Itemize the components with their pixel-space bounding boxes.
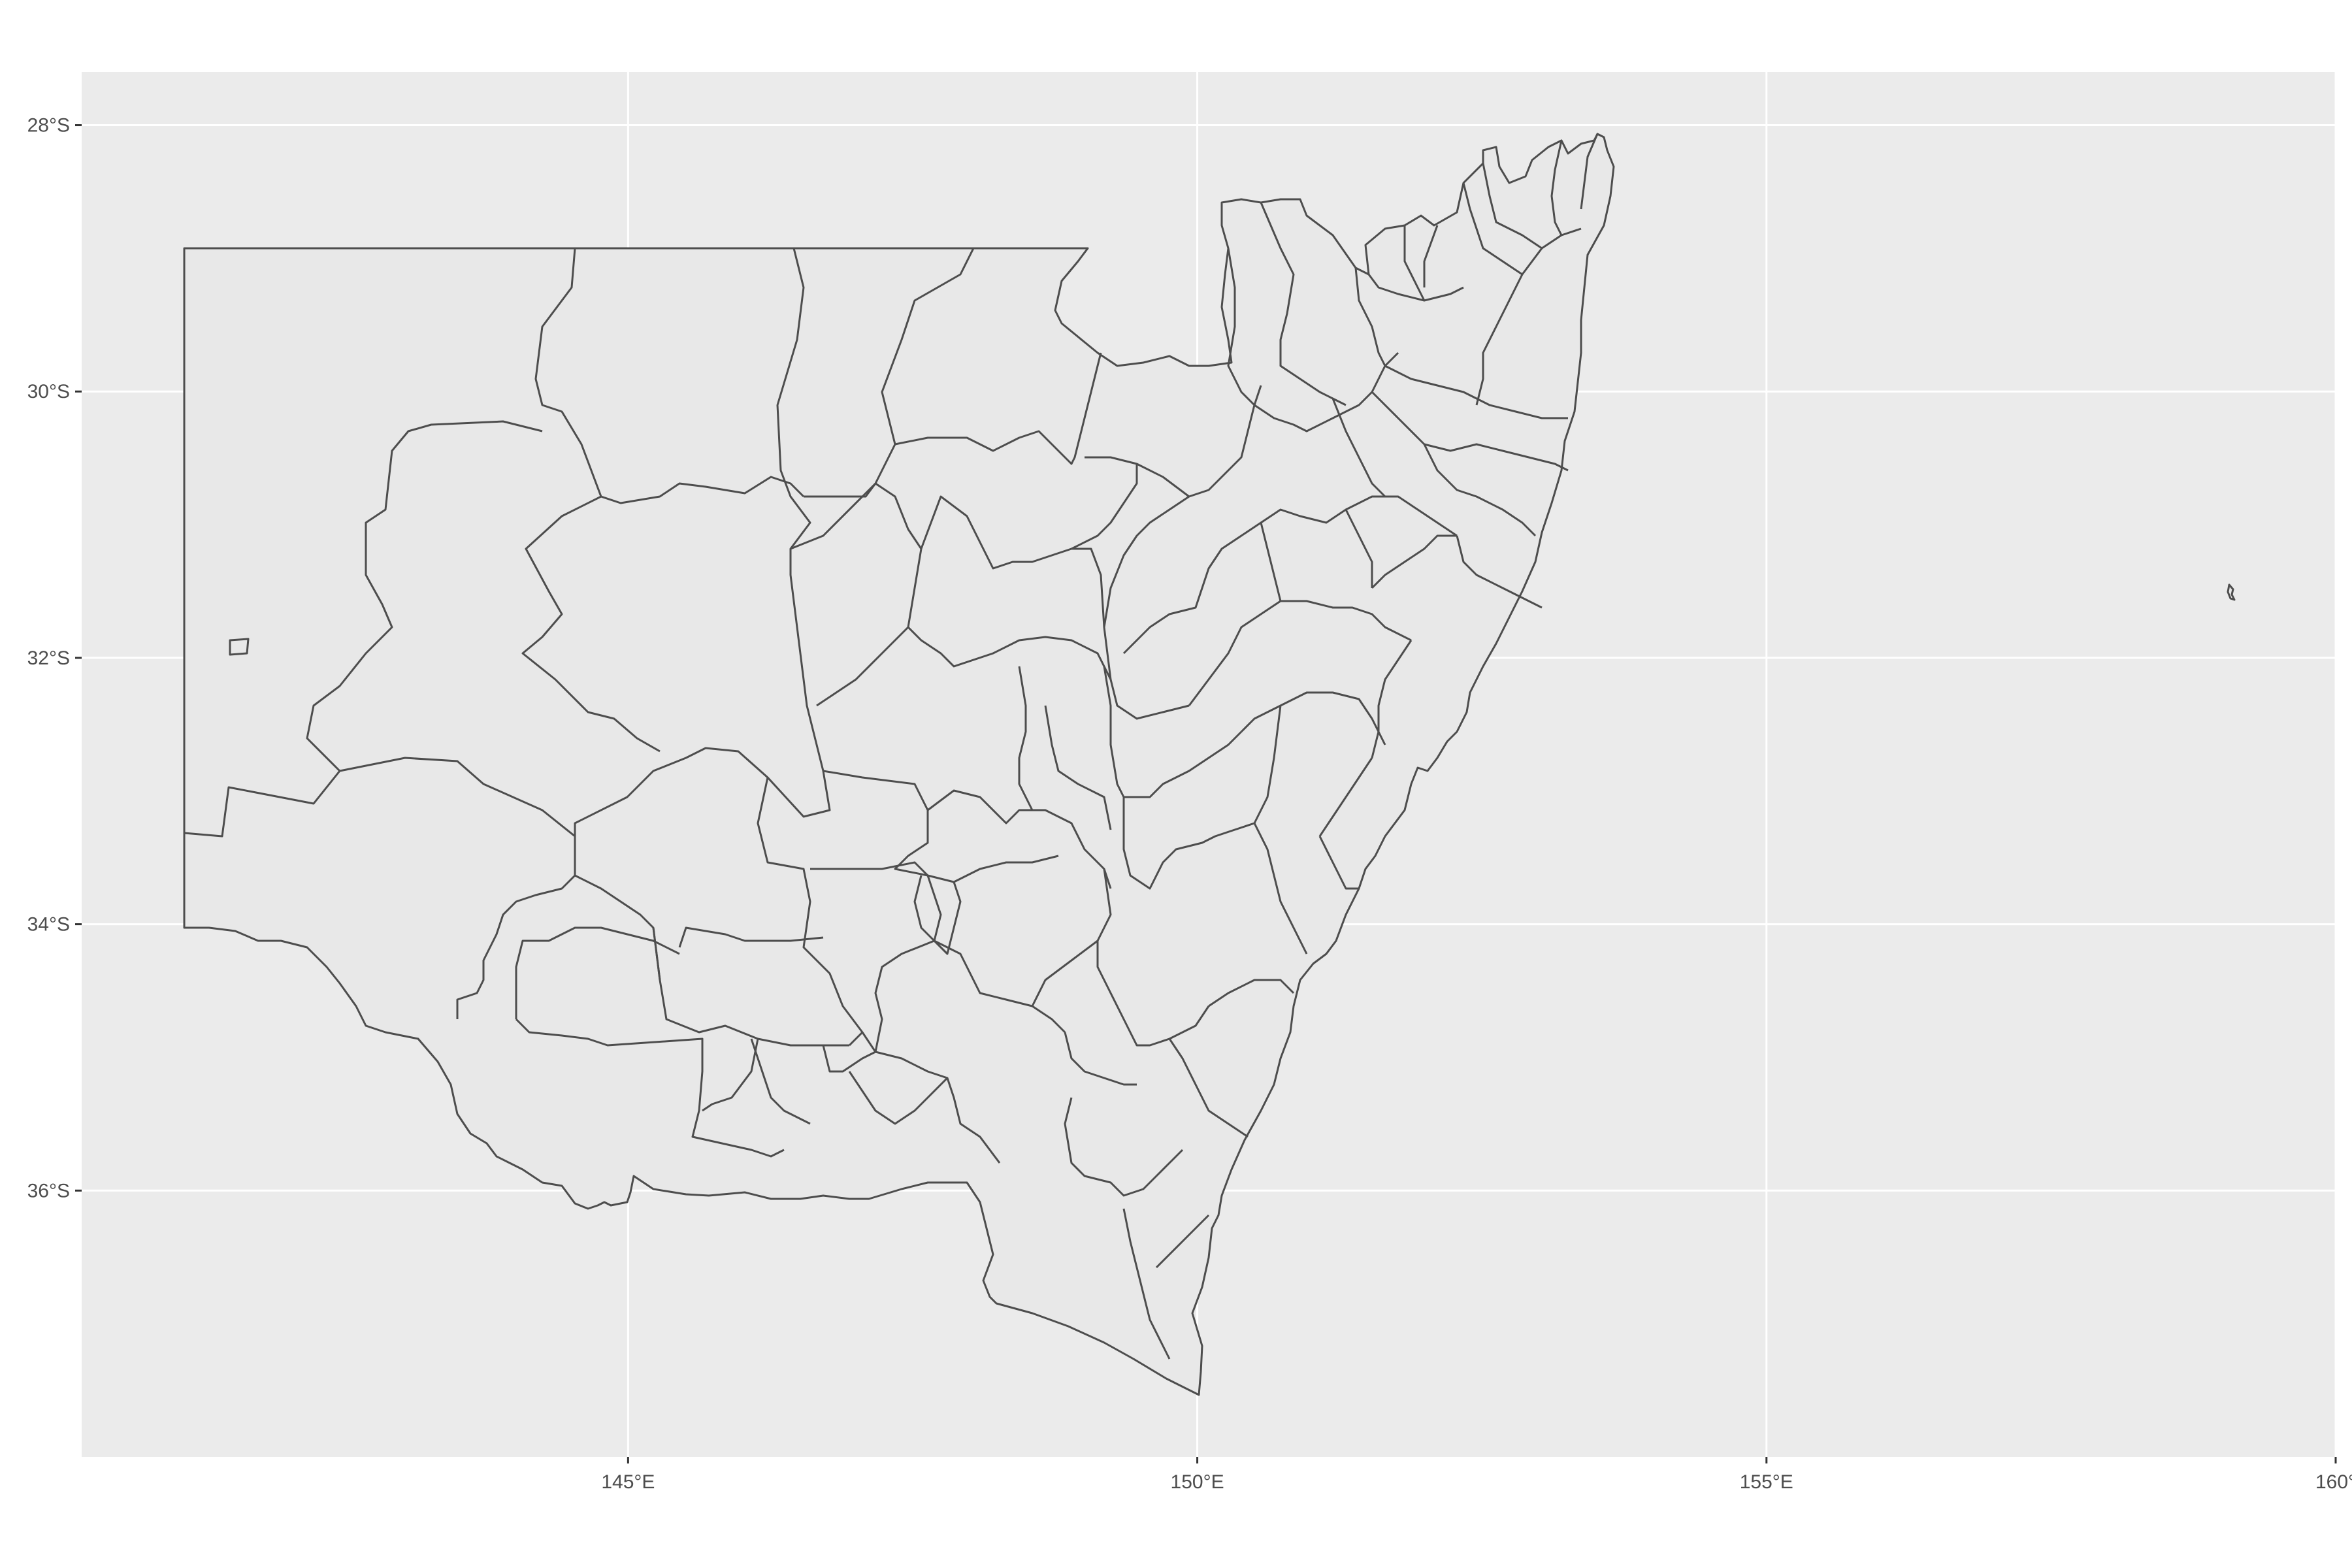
lga-borders <box>184 133 1599 1360</box>
y-tick-label-0: 28°S <box>27 115 70 137</box>
x-tick-label-1: 150°E <box>1171 1471 1224 1493</box>
x-tick-label-2: 155°E <box>1740 1471 1793 1493</box>
y-tick-label-1: 30°S <box>27 381 70 402</box>
enclave-region <box>229 638 250 656</box>
x-tick-label-0: 145°E <box>601 1471 655 1493</box>
y-tick-label-4: 36°S <box>27 1180 70 1201</box>
x-tick-label-3: 160° <box>2315 1471 2352 1493</box>
state-region-map <box>183 133 2236 1396</box>
lord-howe-island <box>2227 583 2236 601</box>
y-tick-label-3: 34°S <box>27 914 70 936</box>
axes: 145°E 150°E 155°E 160° 28°S 30°S 32°S 34°S 36°S <box>27 115 2352 1493</box>
y-tick-label-2: 32°S <box>27 647 70 669</box>
state-outline <box>183 133 1615 1396</box>
